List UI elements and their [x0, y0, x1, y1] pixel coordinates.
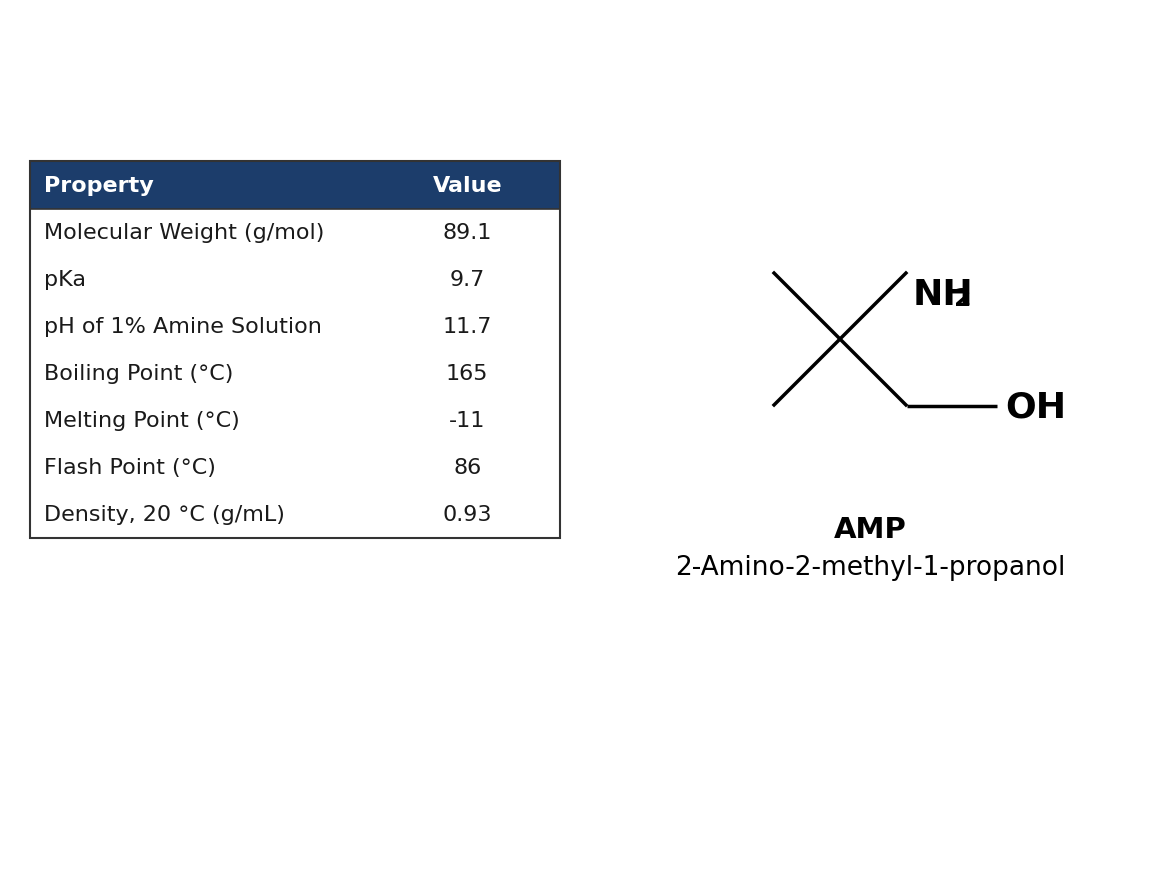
Text: 9.7: 9.7	[449, 270, 484, 290]
Text: pH of 1% Amine Solution: pH of 1% Amine Solution	[44, 317, 322, 337]
Text: 2-Amino-2-methyl-1-propanol: 2-Amino-2-methyl-1-propanol	[675, 554, 1065, 581]
Bar	[30, 303, 560, 351]
Bar	[30, 445, 560, 491]
Text: Density, 20 °C (g/mL): Density, 20 °C (g/mL)	[44, 505, 284, 525]
Text: Flash Point (°C): Flash Point (°C)	[44, 458, 216, 478]
Text: Boiling Point (°C): Boiling Point (°C)	[44, 364, 233, 384]
Text: AMP: AMP	[833, 516, 907, 544]
Text: Value: Value	[433, 175, 502, 196]
Text: 89.1: 89.1	[442, 224, 491, 243]
Bar	[30, 257, 560, 303]
Text: Melting Point (°C): Melting Point (°C)	[44, 411, 240, 431]
Bar	[30, 491, 560, 538]
Text: Molecular Weight (g/mol): Molecular Weight (g/mol)	[44, 224, 324, 243]
Text: 0.93: 0.93	[442, 505, 493, 525]
Text: 165: 165	[446, 364, 489, 384]
Text: 2: 2	[955, 287, 971, 310]
Text: NH: NH	[913, 277, 973, 311]
Text: -11: -11	[449, 411, 486, 431]
Text: pKa: pKa	[44, 270, 87, 290]
Bar	[30, 162, 560, 210]
Text: Property: Property	[44, 175, 153, 196]
Bar	[30, 210, 560, 257]
Text: 86: 86	[453, 458, 481, 478]
Bar	[30, 162, 560, 538]
Text: 11.7: 11.7	[442, 317, 491, 337]
Text: OH: OH	[1005, 389, 1066, 424]
Bar	[30, 351, 560, 397]
Bar	[30, 397, 560, 445]
